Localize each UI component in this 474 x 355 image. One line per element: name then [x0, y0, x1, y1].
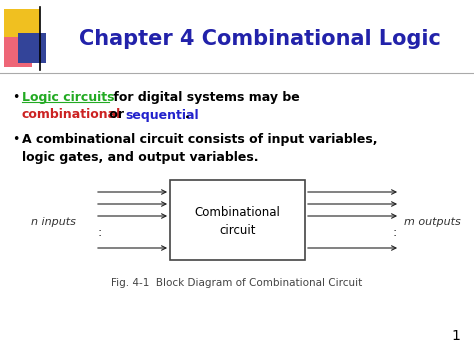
Bar	[4, 9, 40, 45]
Text: .: .	[185, 109, 190, 121]
Text: •: •	[12, 133, 19, 147]
Text: or: or	[105, 109, 128, 121]
Text: :: :	[98, 225, 102, 239]
Text: sequential: sequential	[125, 109, 199, 121]
Bar	[170, 180, 305, 260]
Text: •: •	[12, 91, 19, 104]
Text: Fig. 4-1  Block Diagram of Combinational Circuit: Fig. 4-1 Block Diagram of Combinational …	[111, 278, 363, 288]
Text: m outputs: m outputs	[404, 217, 460, 227]
Text: n inputs: n inputs	[30, 217, 75, 227]
Text: for digital systems may be: for digital systems may be	[109, 91, 300, 104]
Text: logic gates, and output variables.: logic gates, and output variables.	[22, 152, 258, 164]
Text: combinational: combinational	[22, 109, 121, 121]
Text: :: :	[393, 225, 397, 239]
Bar	[4, 37, 32, 67]
Text: Combinational: Combinational	[194, 206, 281, 218]
Bar	[18, 33, 46, 63]
Text: Logic circuits: Logic circuits	[22, 91, 115, 104]
Text: A combinational circuit consists of input variables,: A combinational circuit consists of inpu…	[22, 133, 377, 147]
Text: Chapter 4 Combinational Logic: Chapter 4 Combinational Logic	[79, 29, 441, 49]
Text: circuit: circuit	[219, 224, 256, 236]
Text: 1: 1	[451, 329, 460, 343]
